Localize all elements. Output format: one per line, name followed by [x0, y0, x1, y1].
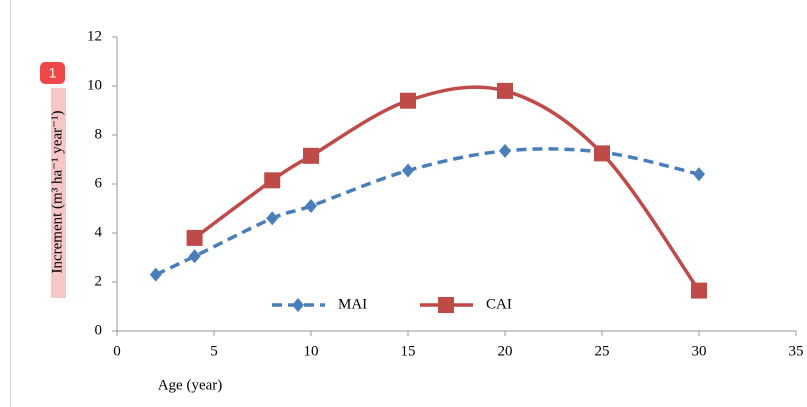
- y-tick-label: 4: [95, 224, 103, 240]
- marker: [188, 249, 201, 264]
- y-tick-label: 12: [87, 28, 102, 44]
- badge-label: 1: [49, 65, 57, 81]
- x-tick-label: 10: [304, 343, 319, 359]
- marker: [264, 172, 281, 189]
- x-axis-label: Age (year): [158, 377, 223, 393]
- marker: [691, 282, 707, 299]
- legend-label: MAI: [338, 296, 367, 312]
- legend-label: CAI: [486, 296, 512, 312]
- marker: [594, 145, 610, 162]
- marker: [497, 82, 513, 99]
- x-tick-label: 25: [595, 343, 610, 359]
- label-highlight: [51, 88, 66, 298]
- series-line: [155, 147, 700, 277]
- y-tick-label: 2: [95, 273, 103, 289]
- x-tick-label: 15: [401, 343, 416, 359]
- marker: [693, 167, 705, 182]
- y-tick-label: 10: [87, 77, 102, 93]
- marker: [402, 163, 414, 178]
- series-line: [193, 85, 701, 292]
- y-axis-label: Increment (m³ ha⁻¹ year⁻¹): [49, 110, 65, 273]
- x-tick-label: 0: [113, 343, 121, 359]
- y-tick-label: 8: [95, 126, 103, 142]
- legend-marker: [292, 298, 304, 312]
- marker: [303, 147, 319, 164]
- marker: [400, 92, 416, 109]
- y-tick-label: 6: [95, 175, 103, 191]
- y-tick-label: 0: [95, 322, 103, 338]
- x-tick-label: 35: [789, 343, 804, 359]
- marker: [149, 267, 162, 282]
- marker: [499, 143, 511, 158]
- marker: [186, 229, 203, 246]
- x-tick-label: 20: [498, 343, 513, 359]
- badge: [40, 62, 65, 84]
- marker: [266, 211, 279, 226]
- legend-marker: [438, 297, 454, 313]
- x-tick-label: 5: [210, 343, 218, 359]
- x-tick-label: 30: [692, 343, 707, 359]
- marker: [305, 199, 317, 214]
- chart-frame: [10, 0, 11, 407]
